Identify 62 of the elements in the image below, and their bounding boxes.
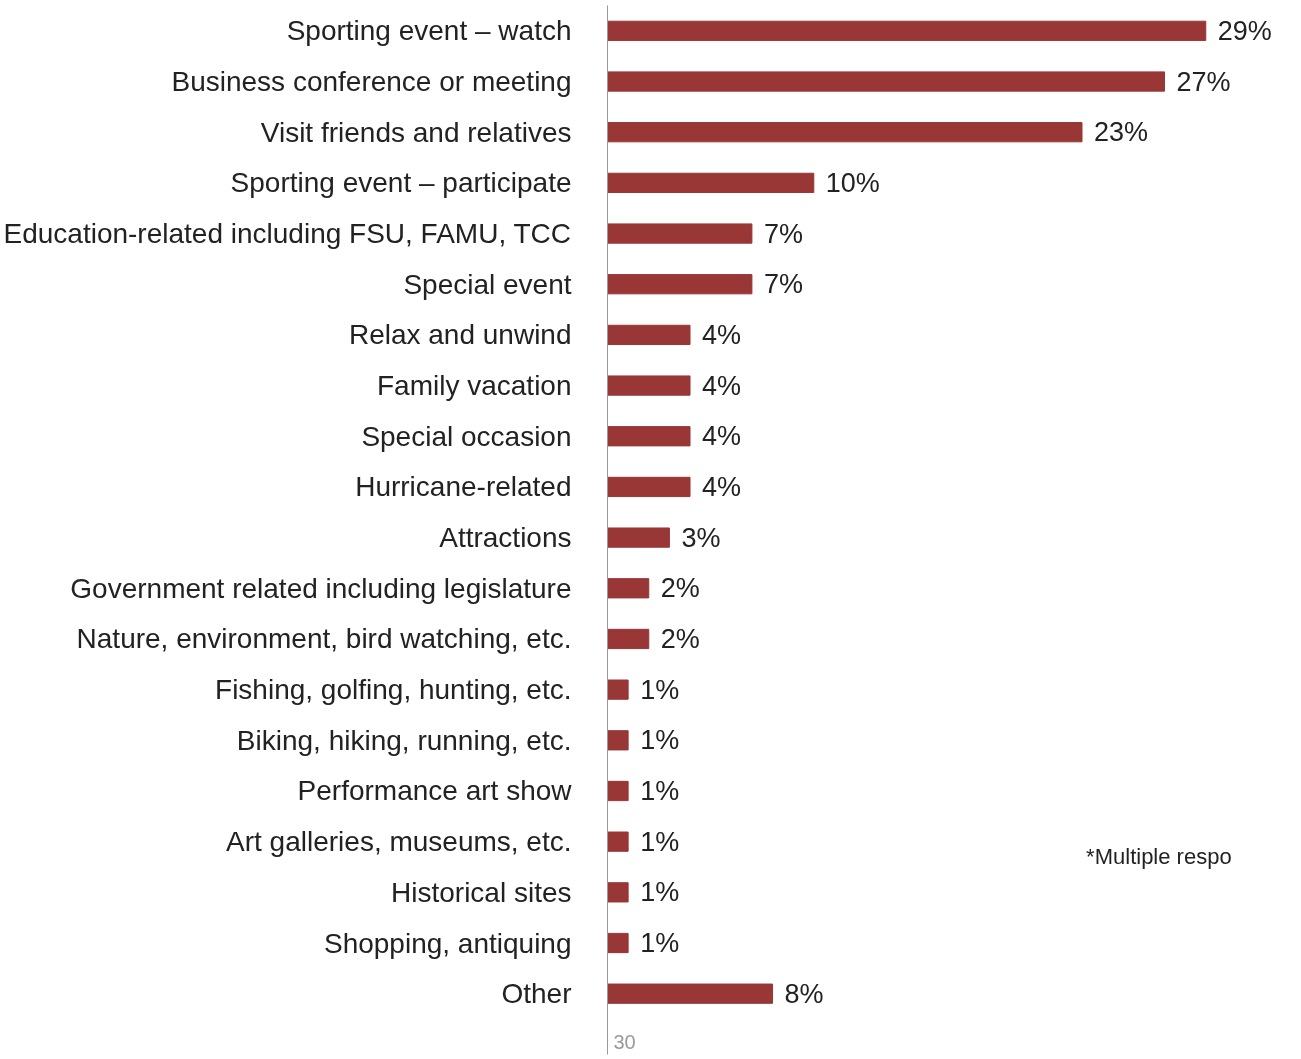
bar	[607, 172, 815, 193]
y-tick-label: Special event	[403, 268, 572, 300]
bar	[607, 983, 774, 1004]
data-label: 2%	[660, 573, 700, 604]
bar	[607, 426, 691, 447]
annotation: 30	[613, 1030, 636, 1053]
y-tick-label: Education-related including FSU, FAMU, TCC	[3, 218, 571, 250]
y-tick-label: Fishing, golfing, hunting, etc.	[215, 674, 572, 706]
bar	[607, 780, 629, 802]
data-label: 29%	[1217, 15, 1272, 46]
y-tick-label: Nature, environment, bird watching, etc.	[76, 623, 572, 655]
data-label: 4%	[702, 421, 742, 452]
y-tick-label: Business conference or meeting	[171, 66, 572, 98]
y-tick-label: Other	[501, 978, 572, 1010]
y-tick-label: Relax and unwind	[348, 319, 572, 351]
data-label: 1%	[640, 826, 680, 857]
y-tick-label: Sporting event – participate	[230, 167, 572, 199]
data-label: 4%	[702, 471, 742, 502]
y-tick-label: Attractions	[439, 522, 572, 554]
y-tick-label: Shopping, antiquing	[323, 927, 572, 959]
bar	[607, 831, 629, 852]
data-label: 2%	[660, 623, 700, 654]
data-label: 1%	[640, 928, 680, 959]
y-tick-label: Hurricane-related	[355, 471, 572, 503]
bar	[607, 71, 1166, 92]
data-label: 4%	[702, 370, 742, 401]
data-label: 1%	[640, 674, 680, 705]
annotation: *Multiple respo	[1086, 844, 1232, 870]
bar	[607, 932, 629, 954]
bar	[607, 20, 1207, 41]
bar	[607, 324, 691, 346]
bar	[607, 375, 691, 396]
y-tick-label: Art galleries, museums, etc.	[226, 826, 572, 858]
bar	[607, 679, 629, 700]
data-label: 7%	[763, 218, 803, 249]
y-tick-label: Family vacation	[376, 370, 572, 402]
bar	[607, 628, 650, 650]
bar	[607, 578, 650, 599]
y-tick-label: Performance art show	[297, 775, 573, 807]
y-tick-label: Government related including legislature	[70, 572, 572, 604]
data-label: 7%	[763, 269, 803, 300]
y-tick-label: Sporting event – watch	[286, 15, 572, 47]
bar	[607, 730, 629, 751]
y-tick-label: Historical sites	[391, 876, 572, 908]
data-label: 27%	[1176, 66, 1231, 97]
y-tick-label: Special occasion	[361, 420, 572, 452]
data-label: 3%	[681, 522, 721, 553]
data-label: 4%	[702, 319, 742, 350]
y-tick-label: Biking, hiking, running, etc.	[236, 724, 572, 756]
bar	[607, 476, 691, 498]
data-label: 1%	[640, 775, 680, 806]
data-label: 1%	[640, 725, 680, 756]
data-label: 10%	[825, 167, 880, 198]
bar	[607, 223, 753, 244]
data-label: 23%	[1093, 117, 1149, 148]
bar	[607, 882, 629, 903]
bar	[607, 122, 1083, 143]
data-label: 1%	[640, 877, 680, 908]
y-tick-label: Visit friends and relatives	[260, 116, 572, 148]
data-label: 8%	[784, 978, 824, 1009]
bar	[607, 274, 753, 295]
bar	[607, 527, 670, 548]
